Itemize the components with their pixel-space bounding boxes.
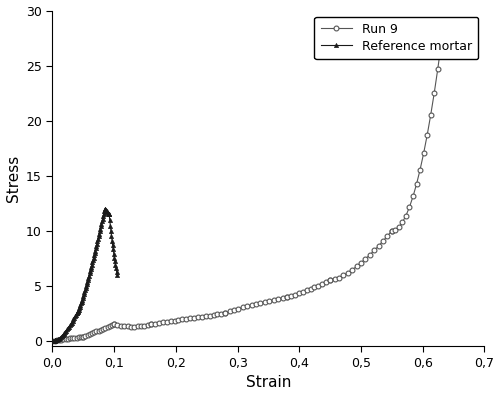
Reference mortar — [114, 272, 120, 277]
Run 9 — [320, 282, 326, 286]
X-axis label: Strain: Strain — [246, 375, 291, 390]
Line: Run 9: Run 9 — [50, 41, 444, 343]
Reference mortar — [102, 206, 108, 211]
Reference mortar — [109, 238, 115, 243]
Run 9 — [380, 239, 386, 244]
Run 9 — [100, 326, 106, 331]
Run 9 — [134, 324, 140, 329]
Run 9 — [438, 41, 444, 46]
Reference mortar — [90, 255, 96, 260]
Line: Reference mortar: Reference mortar — [50, 207, 119, 343]
Reference mortar — [108, 228, 114, 233]
Reference mortar — [50, 339, 56, 343]
Reference mortar — [73, 312, 79, 317]
Y-axis label: Stress: Stress — [6, 155, 20, 202]
Legend: Run 9, Reference mortar: Run 9, Reference mortar — [314, 17, 478, 59]
Run 9 — [253, 302, 259, 307]
Reference mortar — [110, 243, 116, 248]
Run 9 — [354, 264, 360, 269]
Reference mortar — [111, 251, 117, 256]
Run 9 — [50, 339, 56, 343]
